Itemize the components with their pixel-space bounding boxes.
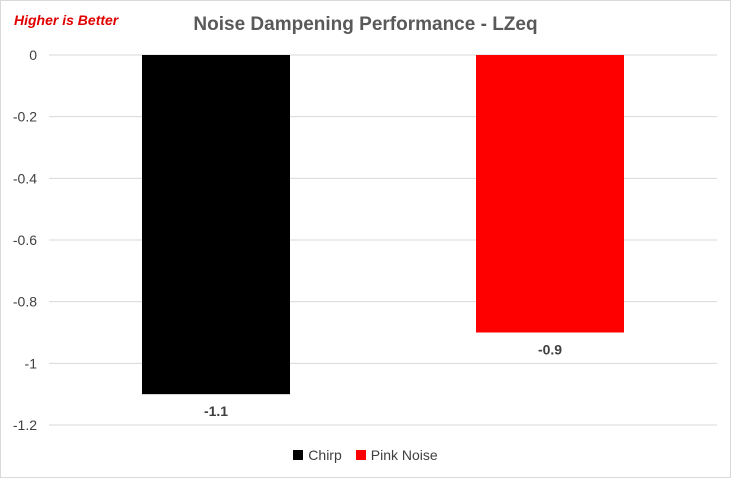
bar-chirp xyxy=(142,55,290,395)
bar-pink-noise xyxy=(476,55,624,333)
higher-is-better-note: Higher is Better xyxy=(14,12,119,28)
bars xyxy=(142,55,624,395)
legend: Chirp Pink Noise xyxy=(1,447,730,463)
y-tick-label: 0 xyxy=(29,47,37,63)
y-tick-label: -0.2 xyxy=(13,109,37,125)
y-tick-label: -1 xyxy=(25,355,38,371)
data-label-pink-noise: -0.9 xyxy=(538,342,562,358)
legend-swatch-chirp xyxy=(293,450,304,460)
data-label-chirp: -1.1 xyxy=(204,403,228,419)
legend-item-pink-noise: Pink Noise xyxy=(355,447,438,463)
y-tick-label: -0.8 xyxy=(13,294,37,310)
legend-label-pink-noise: Pink Noise xyxy=(370,447,438,463)
legend-swatch-pink-noise xyxy=(355,450,366,460)
y-tick-label: -1.2 xyxy=(13,417,37,433)
legend-label-chirp: Chirp xyxy=(308,447,342,463)
y-tick-label: -0.4 xyxy=(13,170,37,186)
labels: 0 -0.2 -0.4 -0.6 -0.8 -1 -1.2 -1.1 -0.9 xyxy=(13,47,562,433)
legend-item-chirp: Chirp xyxy=(293,447,342,463)
chart-title: Noise Dampening Performance - LZeq xyxy=(193,14,538,35)
y-tick-label: -0.6 xyxy=(13,232,37,248)
